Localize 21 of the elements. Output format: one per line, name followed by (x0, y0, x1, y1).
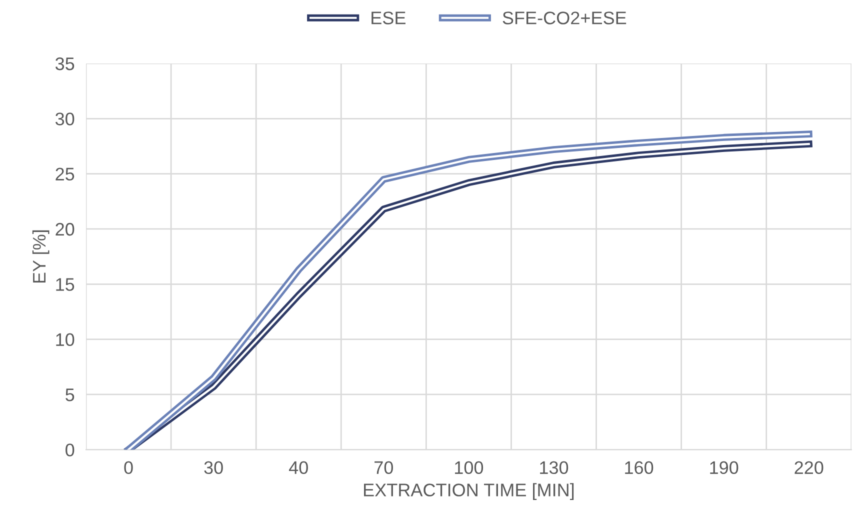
y-tick-label: 15 (56, 278, 74, 291)
y-tick-label: 35 (55, 57, 74, 70)
x-tick-label: 220 (794, 461, 824, 474)
y-axis-title: EY [%] (32, 230, 50, 283)
x-tick-label: 0 (124, 461, 133, 474)
legend-label: SFE-CO2+ESE (502, 12, 626, 24)
y-tick-label: 0 (66, 444, 74, 456)
x-tick-label: 100 (455, 461, 484, 474)
x-tick-label: 30 (204, 461, 223, 474)
x-tick-label: 160 (625, 461, 654, 474)
x-axis-title: EXTRACTION TIME [MIN] (364, 483, 574, 500)
y-tick-label: 25 (56, 168, 74, 181)
x-tick-label: 190 (710, 461, 738, 474)
y-tick-label: 20 (56, 222, 74, 236)
y-tick-label: 5 (66, 388, 74, 402)
x-tick-label: 40 (288, 461, 308, 474)
x-tick-label: 70 (374, 461, 393, 474)
legend-label: ESE (372, 12, 406, 24)
y-tick-label: 10 (56, 333, 74, 346)
y-tick-label: 30 (55, 112, 74, 126)
x-tick-label: 130 (540, 461, 568, 474)
